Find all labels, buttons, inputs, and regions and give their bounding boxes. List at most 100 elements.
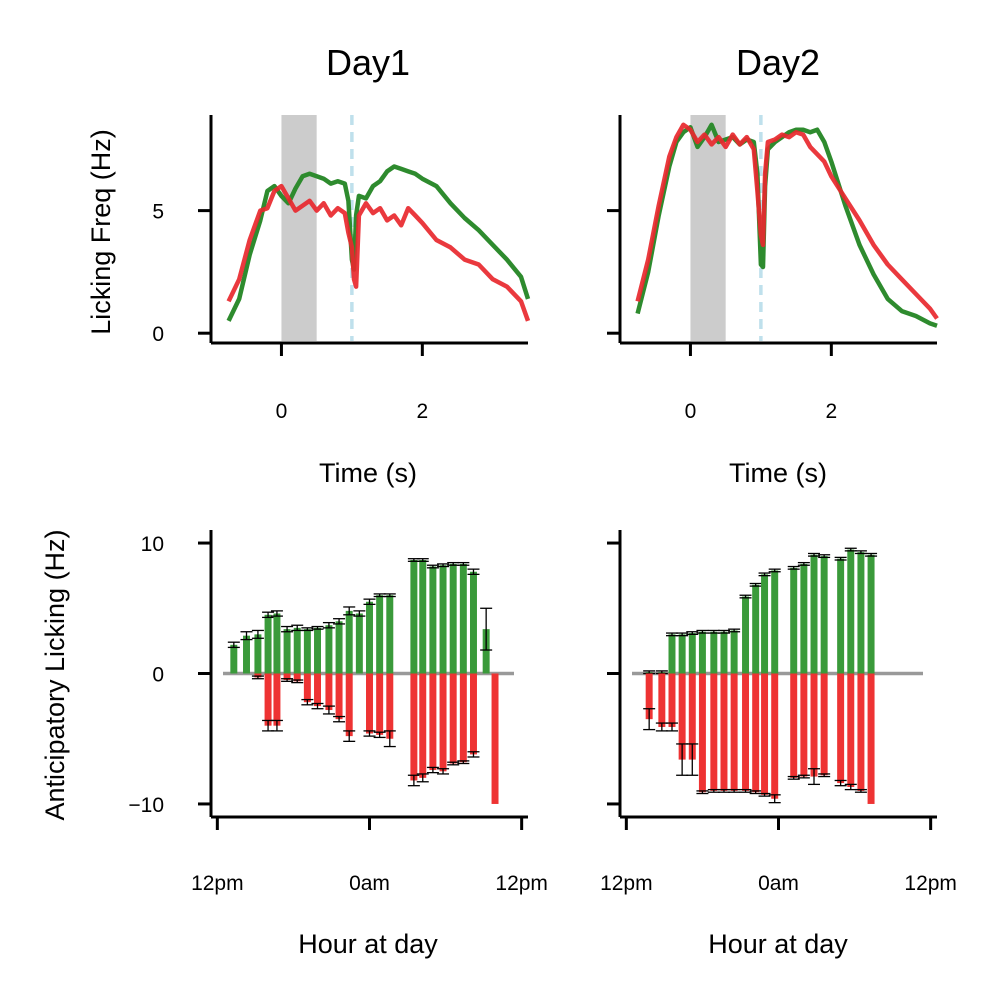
bar-green [303,629,311,674]
bar-green [345,610,353,674]
panel-day2-bars: 12pm 0am 12pm [600,530,957,895]
bar-red [847,673,855,787]
bar-red [303,673,311,703]
bar-red [820,673,828,776]
bar-green [366,601,373,674]
bar-red [837,673,845,784]
bar-green [810,554,818,674]
bar-red [678,673,686,760]
x-tick-label: 0 [685,400,697,423]
bar-green [335,621,343,674]
bar-red [645,673,653,720]
bar-green [386,595,394,674]
bar-red [293,673,301,682]
series-line-green [226,164,531,322]
bar-green [668,634,676,674]
bar-red [459,673,467,763]
bar-green [482,629,490,674]
bar-red [688,673,696,760]
bar-red [867,673,875,804]
bar-green [429,566,437,674]
x-tick-label: 2 [825,400,837,423]
bar-green [254,634,262,674]
bar-green [752,584,760,674]
bar-red [710,673,718,791]
y-tick-label: −10 [128,794,164,817]
bar-green [800,563,808,674]
bar-green [325,625,333,674]
bar-red [449,673,457,764]
bar-red [752,673,760,793]
bar-green [273,613,281,674]
bar-green [459,563,467,674]
y-tick-label: 10 [141,533,164,556]
bar-green [867,554,875,674]
bar-red [264,673,272,726]
bar-red [254,673,262,678]
bar-red [810,673,818,777]
bar-green [857,552,865,674]
bar-green [790,567,798,674]
bar-green [264,614,272,674]
y-tick-label: 5 [152,201,164,224]
bar-red [761,673,769,795]
x-axis-label-day1-trace: Time (s) [319,458,417,488]
bar-red [314,673,321,707]
bar-green [820,556,828,674]
bar-green [449,563,457,674]
bar-red [658,673,666,727]
bar-red [345,673,353,737]
bar-red [742,673,750,791]
stimulus-window-shade [690,115,726,341]
panel-title-day1: Day1 [326,42,410,83]
bar-red [335,673,343,720]
bar-green [837,558,845,674]
bar-green [847,549,855,674]
bar-green [720,631,728,674]
x-tick-label: 12pm [191,872,244,895]
panel-day1-trace: 0 2 0 5 [152,115,531,423]
series-line-green [635,122,938,328]
bar-red [386,673,394,739]
bar-red [730,673,738,791]
bar-red [419,673,427,778]
bar-green [439,565,447,674]
x-tick-label: 2 [416,400,428,423]
bar-green [293,627,301,674]
bar-green [314,627,321,674]
bar-green [419,560,427,674]
bar-green [710,631,718,674]
x-axis-label-day2-bars: Hour at day [708,929,848,959]
bar-green [742,596,750,674]
bar-green [283,629,291,674]
bar-green [771,570,779,674]
bar-red [800,673,808,777]
y-tick-label: 0 [152,664,164,687]
y-axis-label-anticipatory-licking: Anticipatory Licking (Hz) [40,529,70,820]
x-tick-label: 12pm [904,872,957,895]
x-tick-label: 12pm [600,872,653,895]
bar-green [243,635,250,674]
series-line-red [226,183,531,322]
bar-red [698,673,706,793]
bar-green [698,631,706,674]
y-axis-label-licking-freq: Licking Freq (Hz) [86,129,116,335]
stimulus-window-shade [281,115,317,341]
y-tick-label: 0 [152,323,164,346]
bar-red [366,673,373,734]
bar-red [376,673,384,735]
bar-green [376,595,384,674]
bar-red [771,673,779,799]
x-tick-label: 12pm [495,872,548,895]
bar-green [678,634,686,674]
bar-red [429,673,437,771]
bar-green [355,613,363,674]
series-line-red [635,122,939,320]
bar-green [761,574,769,674]
bar-red [283,673,291,681]
bar-red [273,673,281,726]
bar-red [325,673,333,711]
panel-day1-bars: 12pm 0am 12pm −10 0 10 [128,530,548,895]
